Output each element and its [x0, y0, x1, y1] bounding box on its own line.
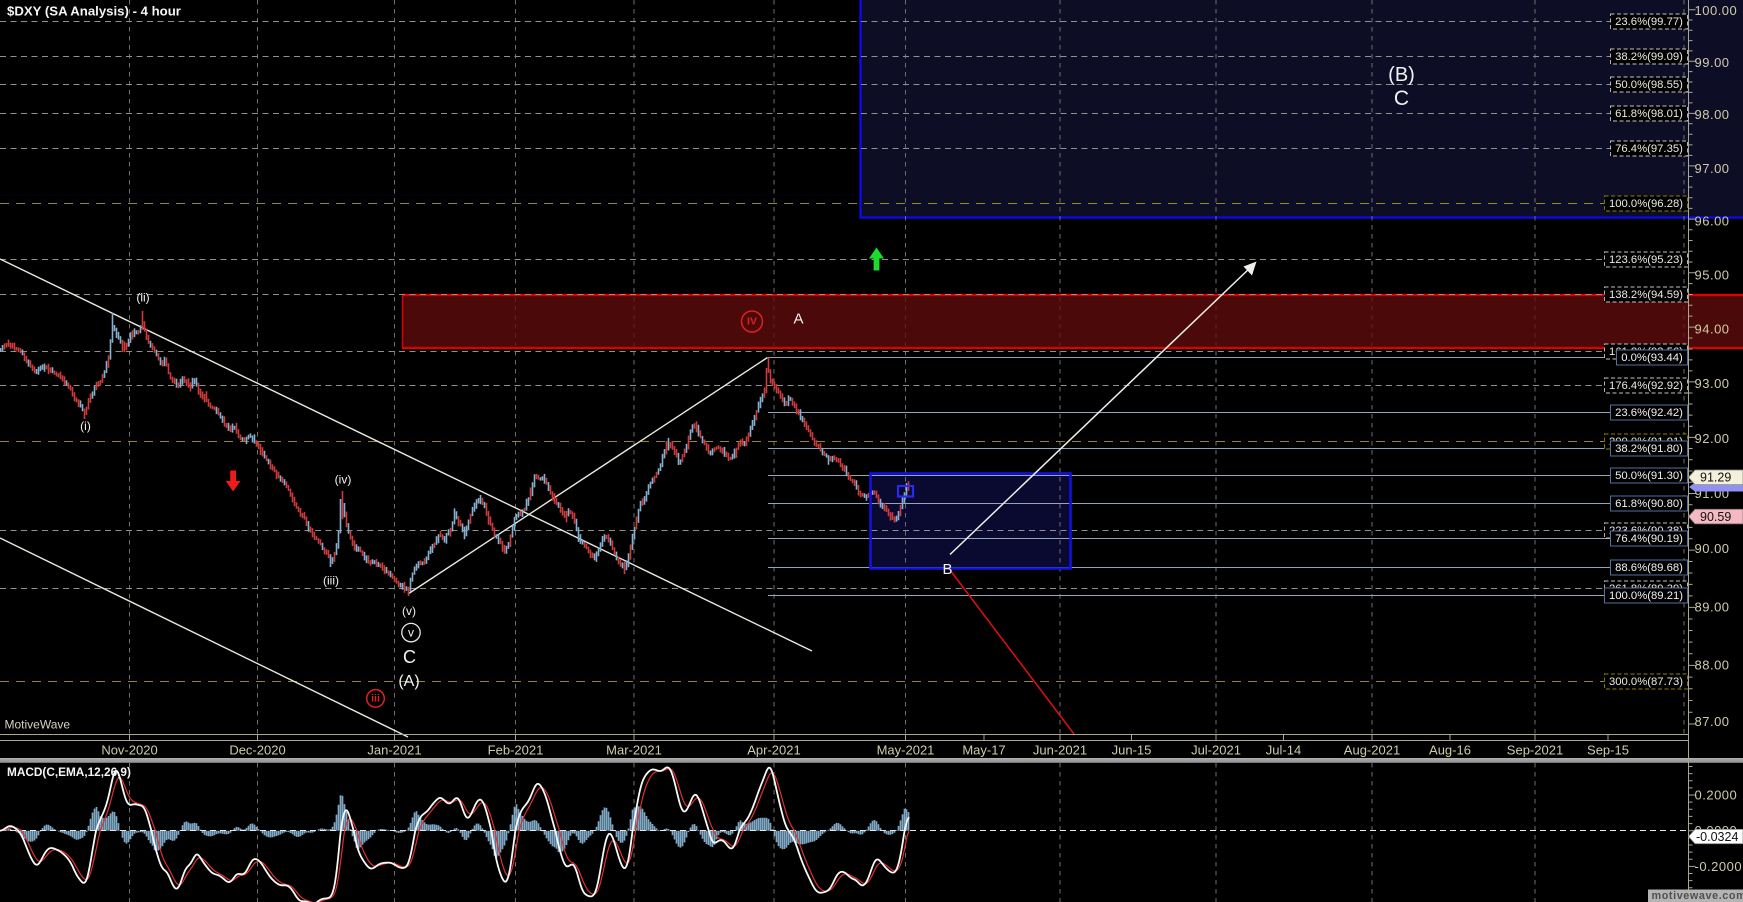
- svg-text:May-2021: May-2021: [877, 743, 935, 758]
- svg-text:(ii): (ii): [136, 290, 149, 304]
- svg-text:May-17: May-17: [962, 743, 1005, 758]
- svg-text:123.6%(95.23): 123.6%(95.23): [1609, 254, 1683, 266]
- svg-text:(iii): (iii): [323, 574, 339, 588]
- svg-text:(i): (i): [80, 419, 91, 433]
- svg-text:38.2%(99.09): 38.2%(99.09): [1615, 51, 1683, 63]
- svg-text:88.6%(89.68): 88.6%(89.68): [1615, 562, 1683, 574]
- svg-text:0.2000: 0.2000: [1695, 788, 1738, 803]
- svg-text:Aug-2021: Aug-2021: [1344, 743, 1400, 758]
- svg-text:C: C: [403, 647, 416, 667]
- svg-text:IV: IV: [747, 316, 757, 328]
- svg-text:98.00: 98.00: [1695, 107, 1730, 122]
- svg-text:(B): (B): [1388, 64, 1415, 86]
- svg-text:Jul-2021: Jul-2021: [1191, 743, 1241, 758]
- svg-text:0.0%(93.44): 0.0%(93.44): [1621, 352, 1683, 364]
- svg-text:Jun-15: Jun-15: [1112, 743, 1152, 758]
- svg-text:176.4%(92.92): 176.4%(92.92): [1609, 380, 1683, 392]
- svg-text:Mar-2021: Mar-2021: [606, 743, 662, 758]
- svg-text:300.0%(87.73): 300.0%(87.73): [1609, 676, 1683, 688]
- svg-text:23.6%(99.77): 23.6%(99.77): [1615, 16, 1683, 28]
- svg-text:100.0%(89.21): 100.0%(89.21): [1609, 590, 1683, 602]
- svg-text:92.00: 92.00: [1695, 431, 1730, 446]
- svg-text:23.6%(92.42): 23.6%(92.42): [1615, 407, 1683, 419]
- svg-text:90.00: 90.00: [1695, 541, 1730, 556]
- svg-text:Jun-2021: Jun-2021: [1033, 743, 1087, 758]
- svg-text:(v): (v): [402, 604, 416, 618]
- svg-text:91.29: 91.29: [1700, 471, 1731, 485]
- svg-text:90.59: 90.59: [1700, 510, 1731, 524]
- svg-text:$DXY (SA Analysis) - 4 hour: $DXY (SA Analysis) - 4 hour: [7, 4, 181, 19]
- svg-text:Jul-14: Jul-14: [1266, 743, 1301, 758]
- svg-text:100.0%(96.28): 100.0%(96.28): [1609, 198, 1683, 210]
- svg-text:97.00: 97.00: [1695, 161, 1730, 176]
- svg-text:-0.0324: -0.0324: [1696, 830, 1738, 844]
- svg-text:89.00: 89.00: [1695, 600, 1730, 615]
- svg-text:76.4%(90.19): 76.4%(90.19): [1615, 533, 1683, 545]
- svg-text:Apr-2021: Apr-2021: [747, 743, 800, 758]
- svg-text:Jan-2021: Jan-2021: [367, 743, 421, 758]
- svg-text:Aug-16: Aug-16: [1429, 743, 1471, 758]
- svg-text:(A): (A): [398, 673, 419, 690]
- svg-text:MACD(C,EMA,12,26,9): MACD(C,EMA,12,26,9): [7, 765, 131, 779]
- svg-text:100.00: 100.00: [1695, 3, 1738, 18]
- svg-text:B: B: [942, 561, 952, 578]
- svg-text:88.00: 88.00: [1695, 658, 1730, 673]
- svg-text:(iv): (iv): [335, 472, 352, 486]
- svg-text:138.2%(94.59): 138.2%(94.59): [1609, 289, 1683, 301]
- svg-text:-0.2000: -0.2000: [1695, 859, 1743, 874]
- svg-text:61.8%(90.80): 61.8%(90.80): [1615, 498, 1683, 510]
- svg-text:94.00: 94.00: [1695, 322, 1730, 337]
- svg-text:iii: iii: [371, 693, 380, 705]
- svg-text:87.00: 87.00: [1695, 714, 1730, 729]
- svg-text:Nov-2020: Nov-2020: [101, 743, 157, 758]
- svg-text:99.00: 99.00: [1695, 55, 1730, 70]
- svg-text:76.4%(97.35): 76.4%(97.35): [1615, 143, 1683, 155]
- svg-text:50.0%(98.55): 50.0%(98.55): [1615, 79, 1683, 91]
- svg-text:motivewave.com: motivewave.com: [1652, 890, 1743, 902]
- svg-text:61.8%(98.01): 61.8%(98.01): [1615, 108, 1683, 120]
- svg-text:96.00: 96.00: [1695, 214, 1730, 229]
- svg-text:38.2%(91.80): 38.2%(91.80): [1615, 443, 1683, 455]
- svg-text:v: v: [408, 626, 414, 640]
- svg-text:Sep-2021: Sep-2021: [1507, 743, 1563, 758]
- svg-text:50.0%(91.30): 50.0%(91.30): [1615, 470, 1683, 482]
- svg-text:A: A: [793, 311, 803, 328]
- svg-text:95.00: 95.00: [1695, 267, 1730, 282]
- svg-text:93.00: 93.00: [1695, 376, 1730, 391]
- svg-text:Sep-15: Sep-15: [1587, 743, 1629, 758]
- svg-text:MotiveWave: MotiveWave: [5, 718, 71, 732]
- svg-text:C: C: [1394, 87, 1409, 110]
- svg-text:Feb-2021: Feb-2021: [488, 743, 544, 758]
- svg-text:Dec-2020: Dec-2020: [229, 743, 285, 758]
